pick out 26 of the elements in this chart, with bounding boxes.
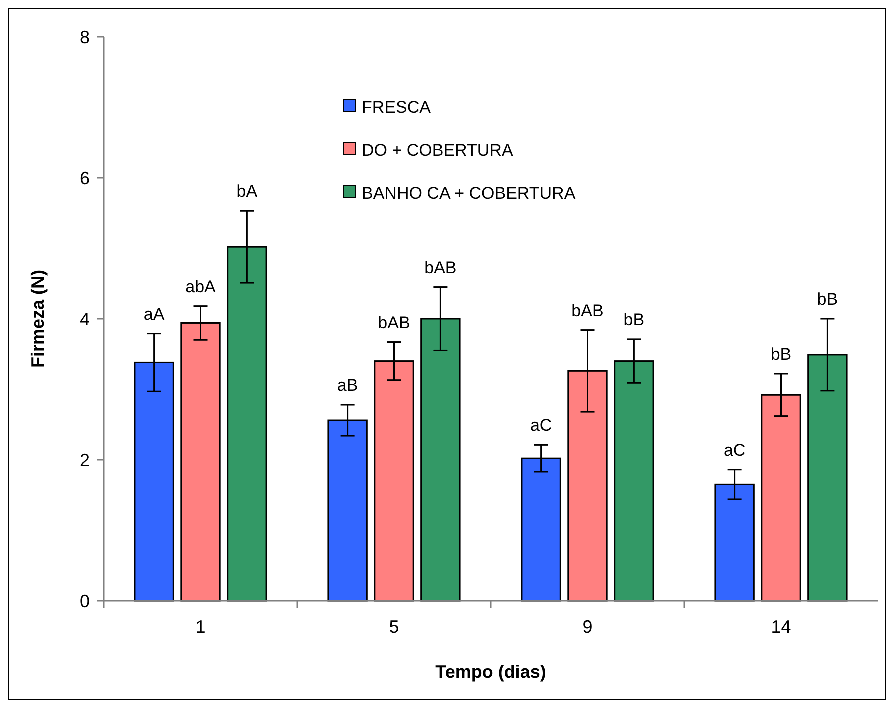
y-tick-label: 8 [80,27,90,48]
x-axis-title: Tempo (dias) [436,662,546,682]
legend-label: FRESCA [362,98,432,117]
data-label: aC [530,416,552,436]
y-tick-label: 6 [80,168,90,188]
y-tick-label: 0 [80,591,90,612]
data-label: aC [724,440,746,460]
data-label: aB [337,376,358,396]
data-label: aA [144,304,166,324]
data-label: abA [186,277,217,296]
data-label: bA [236,182,258,202]
data-label: bB [770,344,792,364]
data-label: bAB [572,301,604,320]
x-tick-label: 14 [771,617,792,637]
y-tick-label: 2 [80,450,90,470]
data-label: bAB [424,258,457,278]
data-label: bAB [378,313,410,332]
y-tick-label: 4 [80,309,90,330]
legend-label: BANHO CA + COBERTURA [362,184,576,203]
data-label: bB [624,310,645,330]
data-label: bB [817,290,838,309]
legend-label: DO + COBERTURA [362,140,514,160]
y-axis-title: Firmeza (N) [28,270,48,368]
x-tick-label: 1 [196,617,206,637]
x-tick-label: 5 [389,617,400,637]
x-tick-label: 9 [582,617,593,637]
